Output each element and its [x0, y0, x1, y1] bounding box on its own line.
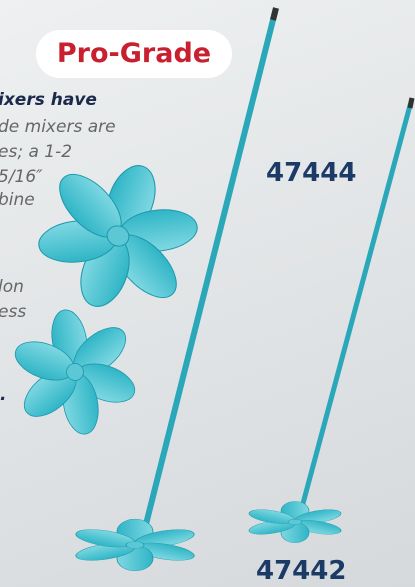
text-line: bine: [0, 190, 35, 210]
text-line: ess: [0, 302, 26, 322]
rod-tip: [273, 8, 276, 20]
text-line: es; a 1-2: [0, 142, 72, 162]
product-art: [0, 0, 415, 587]
product-number: 47444: [266, 158, 356, 188]
text-line: 5/16″: [0, 167, 43, 187]
badge: Pro-Grade: [36, 30, 232, 78]
text-line: .: [0, 385, 6, 405]
propeller: [68, 519, 201, 571]
rod-tip: [410, 98, 412, 108]
propeller: [243, 501, 347, 542]
text-line: ixers have: [0, 90, 97, 110]
propeller: [16, 139, 220, 334]
product-number: 47442: [256, 556, 346, 586]
page: Pro-Grade ixers have de mixers are es; a 1…: [0, 0, 415, 587]
text-line: lon: [0, 277, 24, 297]
text-line: de mixers are: [0, 117, 116, 137]
